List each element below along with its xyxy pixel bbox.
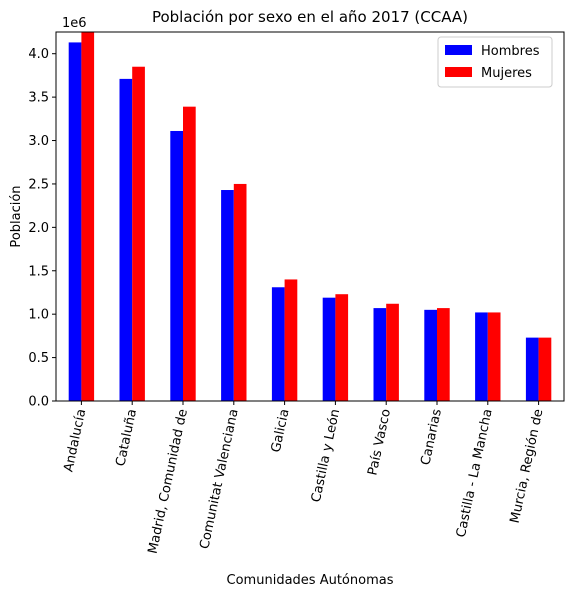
x-ticks-group: Andalucía Cataluña Madrid, Comunidad de Com…: [61, 401, 547, 555]
bar-mujeres-2: [183, 106, 196, 401]
bar-hombres-4: [271, 287, 285, 401]
x-axis-title: Comunidades Autónomas: [227, 573, 394, 588]
x-tick-label: Comunitat Valenciana: [197, 408, 241, 551]
bars-group: [68, 32, 552, 402]
y-tick-label: 3.5: [28, 91, 49, 106]
x-tick-label: Canarias: [418, 407, 445, 466]
bar-hombres-1: [119, 78, 133, 401]
y-tick-label: 4.0: [28, 47, 49, 62]
bar-mujeres-6: [386, 303, 399, 401]
x-tick-label: Castilla y León: [309, 408, 343, 504]
bar-hombres-7: [424, 309, 437, 401]
x-tick-label: Castilla - La Mancha: [454, 408, 496, 539]
y-tick-label: 2.0: [28, 221, 49, 236]
bar-mujeres-1: [132, 66, 145, 402]
bar-hombres-5: [322, 297, 336, 401]
y-tick-label: 1.5: [28, 264, 49, 279]
legend-swatch-mujeres: [445, 67, 472, 77]
y-tick-label: 0.0: [28, 395, 49, 410]
y-tick-label: 0.5: [28, 351, 49, 366]
bar-hombres-6: [373, 308, 387, 401]
x-tick-label: Galicia: [269, 408, 293, 454]
bar-mujeres-8: [487, 312, 501, 401]
x-tick-label: País Vasco: [365, 408, 394, 477]
bar-mujeres-3: [233, 183, 247, 401]
y-tick-label: 2.5: [28, 177, 49, 192]
bar-mujeres-0: [81, 32, 95, 401]
legend-label-mujeres: Mujeres: [481, 66, 532, 81]
y-axis-offset-text: 1e6: [62, 16, 87, 31]
y-tick-label: 1.0: [28, 308, 49, 323]
axes-group: [55, 31, 565, 402]
x-tick-label: Andalucía: [61, 408, 89, 474]
y-ticks-group: 0.0 0.5 1.0 1.5 2.0 2.5 3.0 3.5 4.0: [28, 47, 56, 410]
bar-mujeres-4: [284, 279, 298, 401]
y-tick-label: 3.0: [28, 134, 49, 149]
x-tick-label: Cataluña: [113, 408, 140, 468]
bar-hombres-0: [68, 42, 82, 401]
bar-hombres-8: [475, 312, 488, 401]
plot-frame: [55, 31, 565, 402]
chart-title: Población por sexo en el año 2017 (CCAA): [152, 8, 468, 26]
bar-hombres-2: [170, 130, 183, 401]
legend-label-hombres: Hombres: [481, 44, 540, 59]
bar-hombres-9: [525, 337, 539, 401]
x-tick-label: Madrid, Comunidad de: [146, 408, 191, 555]
y-axis-title: Población: [9, 185, 24, 247]
bar-mujeres-7: [437, 308, 450, 401]
bar-mujeres-9: [538, 337, 552, 401]
x-tick-label: Murcia, Región de: [508, 408, 547, 525]
bar-hombres-3: [221, 190, 234, 401]
legend-swatch-hombres: [445, 45, 472, 55]
bar-mujeres-5: [335, 294, 349, 401]
legend: Hombres Mujeres: [437, 36, 553, 88]
